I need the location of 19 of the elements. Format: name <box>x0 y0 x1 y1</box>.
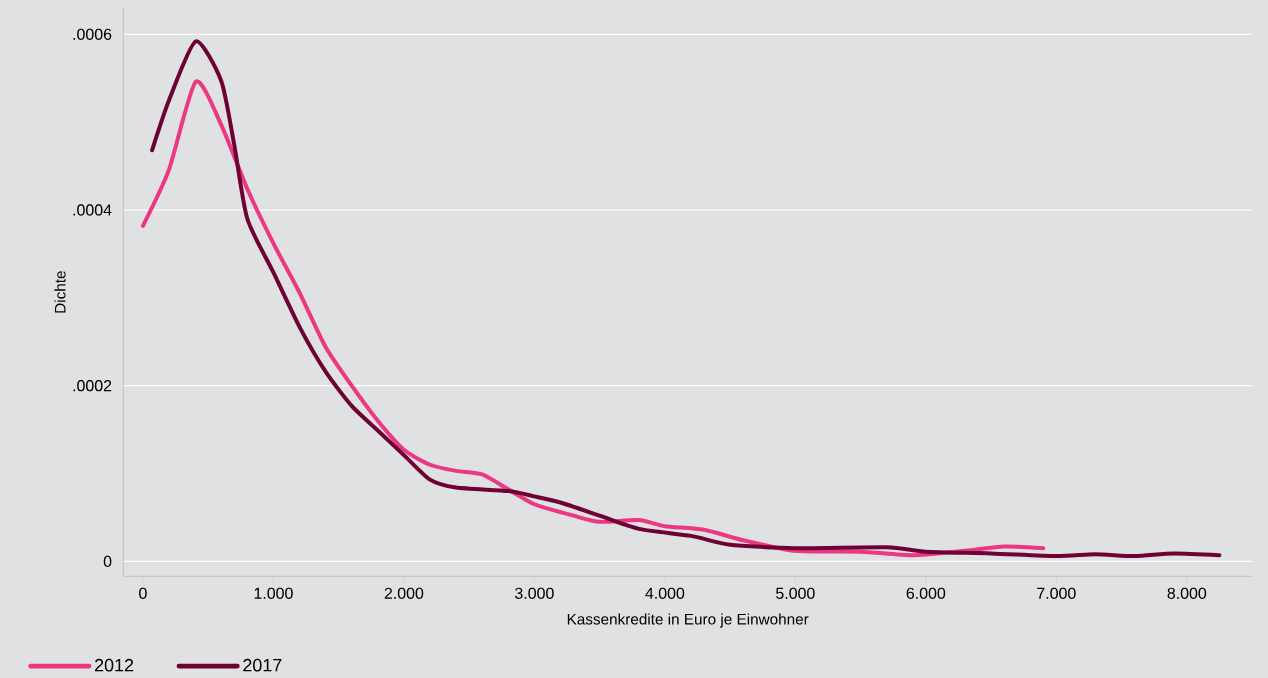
x-tick-label: 1.000 <box>254 587 293 599</box>
line-series <box>150 39 1222 559</box>
x-tick-label: 3.000 <box>515 587 554 599</box>
y-tick-label: .0006 <box>73 28 112 40</box>
x-tick-label: 6.000 <box>906 587 946 599</box>
legend-label: 2012 <box>94 658 134 672</box>
x-tick-label: 2.000 <box>384 587 424 599</box>
legend-label: 2017 <box>243 658 282 672</box>
x-axis-title: Kassenkredite in Euro je Einwohner <box>567 613 809 628</box>
x-tick-label: 7.000 <box>1037 587 1076 599</box>
x-tick-label: 0 <box>139 587 147 599</box>
x-tick-label: 5.000 <box>776 587 815 599</box>
x-tick-label: 8.000 <box>1167 587 1207 599</box>
x-tick-label: 4.000 <box>645 587 685 599</box>
line-series <box>140 79 1046 558</box>
y-axis-title: Dichte <box>54 271 66 313</box>
y-tick-label: 0 <box>103 555 112 567</box>
y-tick-label: .0004 <box>73 204 112 216</box>
y-tick-label: .0002 <box>73 380 112 392</box>
